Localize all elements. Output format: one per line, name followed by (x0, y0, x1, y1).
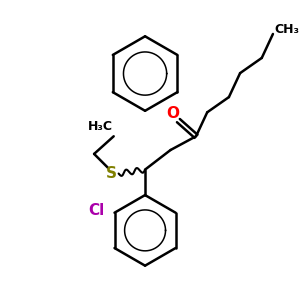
Text: Cl: Cl (89, 203, 105, 218)
Text: CH₃: CH₃ (274, 22, 299, 36)
Text: S: S (106, 166, 117, 181)
Text: H₃C: H₃C (88, 120, 112, 133)
Text: O: O (166, 106, 179, 121)
